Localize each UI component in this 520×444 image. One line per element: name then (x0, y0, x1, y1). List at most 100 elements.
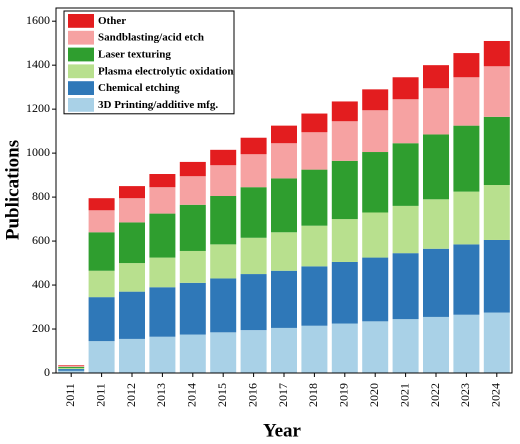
bar-segment (301, 266, 328, 326)
x-tick-label: 2019 (337, 383, 351, 407)
legend-label: Laser texturing (98, 49, 171, 61)
bar-segment (362, 321, 389, 373)
bar-segment (240, 330, 267, 373)
bar-segment (362, 212, 389, 258)
x-tick-label: 2012 (124, 383, 138, 407)
bar-segment (362, 110, 389, 153)
bar-segment (331, 261, 358, 324)
bar-segment (453, 53, 480, 78)
bar-segment (483, 239, 510, 313)
x-tick-label: 2023 (458, 383, 472, 407)
x-tick-label: 2024 (489, 383, 503, 407)
bar-segment (392, 77, 419, 100)
bar-segment (453, 314, 480, 373)
bar-segment (88, 341, 115, 373)
bar-segment (240, 137, 267, 155)
bar-segment (301, 113, 328, 133)
bar-segment (58, 367, 85, 370)
bar-segment (423, 88, 449, 135)
bar-segment (362, 89, 389, 111)
bar-segment (88, 297, 115, 342)
bar-segment (58, 365, 85, 366)
y-axis-title: Publications (2, 140, 23, 240)
bar-segment (119, 338, 145, 373)
bar-segment (453, 77, 480, 126)
y-tick-label: 1400 (26, 57, 50, 71)
bar-segment (483, 312, 510, 373)
bar-segment (301, 132, 328, 170)
bar-segment (271, 143, 297, 179)
legend-swatch (68, 64, 94, 79)
bar-segment (240, 274, 267, 331)
bar-segment (58, 365, 85, 367)
bar-segment (179, 176, 206, 205)
bar-segment (331, 101, 358, 122)
bar-segment (149, 213, 176, 258)
bar-segment (301, 169, 328, 226)
bar-segment (240, 187, 267, 238)
bar-segment (271, 327, 297, 373)
bar-segment (362, 257, 389, 322)
bar-segment (392, 99, 419, 144)
bar-segment (58, 370, 85, 373)
bar-segment (271, 270, 297, 328)
bar-segment (392, 143, 419, 206)
bar-segment (423, 134, 449, 200)
bar-segment (179, 282, 206, 335)
y-tick-label: 200 (32, 321, 50, 335)
bar-segment (453, 244, 480, 315)
x-tick-label: 2011 (93, 383, 107, 407)
bar-segment (210, 244, 237, 279)
bar-segment (423, 316, 449, 373)
bar-segment (423, 199, 449, 249)
bar-segment (210, 332, 237, 373)
bar-segment (88, 198, 115, 211)
bar-segment (453, 191, 480, 245)
bar-segment (210, 278, 237, 333)
y-tick-label: 0 (44, 365, 50, 379)
bar-segment (392, 205, 419, 254)
bar-segment (483, 66, 510, 117)
y-tick-label: 1000 (26, 145, 50, 159)
x-tick-label: 2016 (245, 383, 259, 407)
bar-segment (331, 219, 358, 262)
bar-segment (119, 291, 145, 339)
bar-segment (88, 270, 115, 298)
bar-segment (483, 185, 510, 240)
bar-segment (271, 178, 297, 233)
bar-segment (271, 125, 297, 144)
bar-segment (149, 174, 176, 188)
x-tick-label: 2017 (276, 383, 290, 407)
bar-segment (149, 287, 176, 337)
bar-segment (331, 323, 358, 373)
bar-segment (210, 149, 237, 166)
x-tick-label: 2018 (306, 383, 320, 407)
legend-swatch (68, 81, 94, 95)
legend-label: Chemical etching (98, 82, 180, 94)
bar-segment (119, 263, 145, 292)
y-tick-label: 1600 (26, 13, 50, 27)
bar-segment (210, 165, 237, 196)
bar-segment (149, 336, 176, 373)
bar-segment (331, 121, 358, 161)
bar-segment (179, 250, 206, 283)
bar-segment (392, 253, 419, 320)
legend-swatch (68, 14, 94, 28)
bar-segment (301, 225, 328, 267)
legend-swatch (68, 47, 94, 62)
bar-segment (331, 160, 358, 220)
legend-label: Plasma electrolytic oxidation (98, 65, 233, 77)
legend-swatch (68, 98, 94, 112)
bar-segment (392, 319, 419, 373)
legend-label: Sandblasting/acid etch (98, 32, 204, 44)
bar-segment (240, 154, 267, 188)
x-axis-title: Year (263, 420, 302, 441)
bar-segment (88, 232, 115, 271)
y-tick-label: 600 (32, 233, 50, 247)
bar-segment (483, 40, 510, 67)
bar-segment (179, 334, 206, 373)
plot-frame (55, 7, 513, 374)
x-tick-label: 2021 (397, 383, 411, 407)
bar-segment (362, 152, 389, 213)
